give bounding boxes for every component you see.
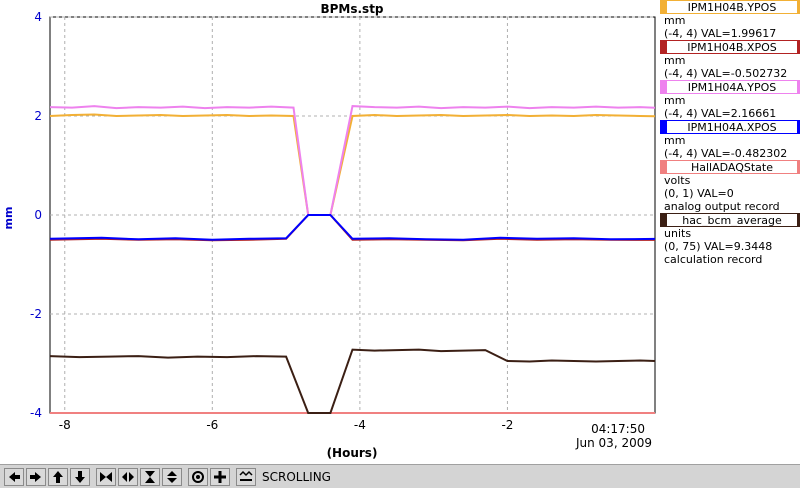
down-arrow-button[interactable] <box>70 467 90 486</box>
autoscale-icon <box>192 470 204 483</box>
x-tick-label: -8 <box>59 418 71 432</box>
legend-entry: IPM1H04B.XPOS mm (-4, 4) VAL=-0.502732 <box>660 40 800 80</box>
legend-detail-text: (-4, 4) VAL=-0.502732 <box>664 67 788 80</box>
legend-detail-text: (0, 75) VAL=9.3448 <box>664 240 773 253</box>
zoom-x-out-button[interactable] <box>118 467 138 486</box>
legend-detail-text: mm <box>664 134 686 147</box>
axis-ticks: -8 -6 -4 -2 -4 -2 0 2 4 <box>30 10 513 432</box>
x-tick-label: -2 <box>501 418 513 432</box>
zoom-x-in-icon <box>100 471 112 482</box>
chart-plot: -8 -6 -4 -2 -4 -2 0 2 4 BPMs.stp (Hours) mm 04:1… <box>2 2 656 460</box>
right-arrow-icon <box>30 471 41 482</box>
series-line-ipm1h04b-ypos <box>49 113 656 216</box>
end-time-label: 04:17:50 <box>591 422 645 436</box>
legend-detail-text: mm <box>664 54 686 67</box>
series-line-hac-bcm-average <box>49 348 656 414</box>
legend-detail-text: mm <box>664 94 686 107</box>
y-axis-label: mm <box>2 207 15 230</box>
crosshair-button[interactable] <box>210 467 230 486</box>
x-tick-label: -4 <box>354 418 366 432</box>
legend-series-name[interactable]: IPM1H04A.XPOS <box>660 120 800 134</box>
series-line-ipm1h04a-xpos <box>49 214 656 241</box>
scroll-mode-button[interactable] <box>236 467 256 486</box>
legend-detail-text: volts <box>664 174 691 187</box>
legend-series-name[interactable]: IPM1H04B.XPOS <box>660 40 800 54</box>
legend-detail-text: mm <box>664 14 686 27</box>
left-arrow-button[interactable] <box>4 467 24 486</box>
y-tick-label: -4 <box>30 406 42 420</box>
toolbar: SCROLLING <box>0 464 800 488</box>
legend: IPM1H04B.YPOS mm (-4, 4) VAL=1.99617 IPM1H0… <box>660 0 800 266</box>
legend-detail-text: analog output record <box>664 200 780 213</box>
zoom-x-out-icon <box>122 471 134 482</box>
left-arrow-icon <box>9 471 20 482</box>
zoom-y-out-icon <box>167 470 177 483</box>
scroll-status-text: SCROLLING <box>262 469 331 484</box>
x-tick-label: -6 <box>206 418 218 432</box>
zoom-y-out-button[interactable] <box>162 467 182 486</box>
legend-entry: IPM1H04A.YPOS mm (-4, 4) VAL=2.16661 <box>660 80 800 120</box>
zoom-y-in-button[interactable] <box>140 467 160 486</box>
crosshair-icon <box>214 470 226 483</box>
zoom-x-in-button[interactable] <box>96 467 116 486</box>
legend-detail-text: (-4, 4) VAL=1.99617 <box>664 27 777 40</box>
legend-series-name[interactable]: IPM1H04B.YPOS <box>660 0 800 14</box>
legend-series-name[interactable]: hac_bcm_average <box>660 213 800 227</box>
end-date-label: Jun 03, 2009 <box>575 436 652 450</box>
legend-detail-text: calculation record <box>664 253 763 266</box>
legend-detail-text: units <box>664 227 692 240</box>
y-tick-label: 0 <box>34 208 42 222</box>
y-tick-label: 4 <box>34 10 42 24</box>
up-arrow-button[interactable] <box>48 467 68 486</box>
legend-entry: IPM1H04B.YPOS mm (-4, 4) VAL=1.99617 <box>660 0 800 40</box>
chart-title: BPMs.stp <box>320 2 383 16</box>
legend-series-name[interactable]: IPM1H04A.YPOS <box>660 80 800 94</box>
series-line-ipm1h04a-ypos <box>49 105 656 216</box>
series-lines <box>49 105 656 414</box>
legend-detail-text: (-4, 4) VAL=2.16661 <box>664 107 777 120</box>
legend-detail-text: (0, 1) VAL=0 <box>664 187 734 200</box>
autoscale-button[interactable] <box>188 467 208 486</box>
up-arrow-icon <box>53 470 63 483</box>
legend-series-name[interactable]: HallADAQState <box>660 160 800 174</box>
zoom-y-in-icon <box>145 470 155 483</box>
legend-detail-text: (-4, 4) VAL=-0.482302 <box>664 147 788 160</box>
y-tick-label: -2 <box>30 307 42 321</box>
down-arrow-icon <box>75 470 85 483</box>
legend-entry: HallADAQState volts (0, 1) VAL=0 analog out… <box>660 160 800 213</box>
scroll-mode-icon <box>239 470 253 481</box>
right-arrow-button[interactable] <box>26 467 46 486</box>
x-axis-label: (Hours) <box>327 446 378 460</box>
y-tick-label: 2 <box>34 109 42 123</box>
legend-entry: hac_bcm_average units (0, 75) VAL=9.3448 ca… <box>660 213 800 266</box>
legend-entry: IPM1H04A.XPOS mm (-4, 4) VAL=-0.482302 <box>660 120 800 160</box>
